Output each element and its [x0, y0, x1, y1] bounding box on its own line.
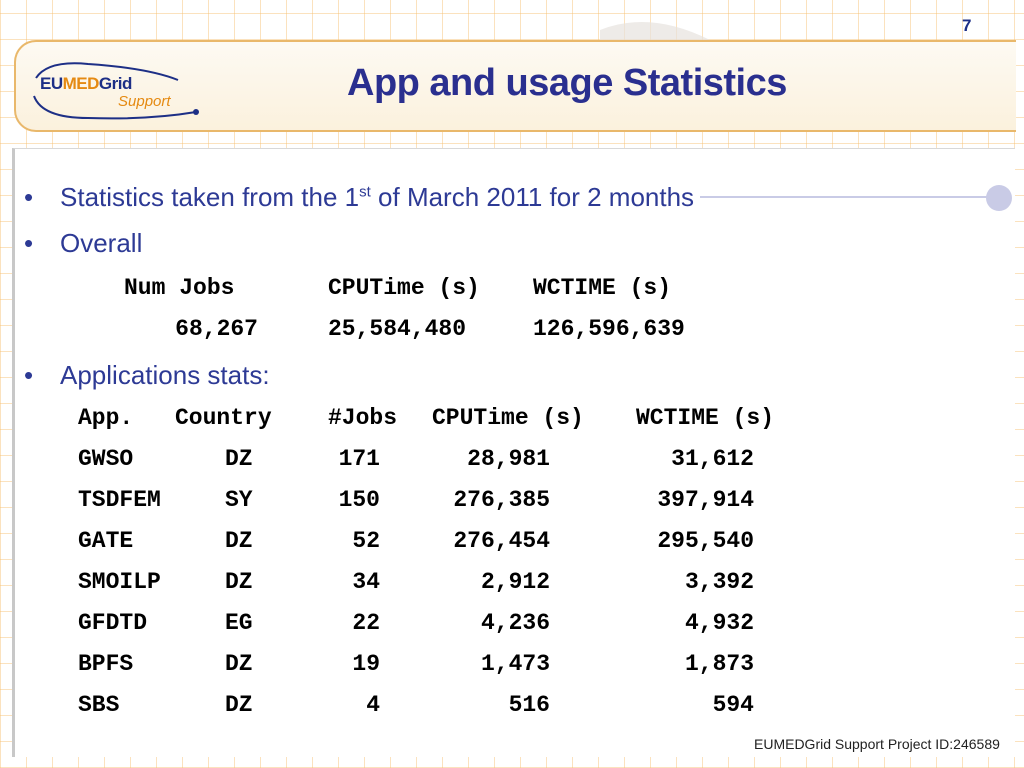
- app-wctime: 295,540: [657, 528, 754, 554]
- app-country: SY: [225, 487, 253, 513]
- app-cputime: 1,473: [480, 651, 550, 677]
- app-cputime: 28,981: [467, 446, 550, 472]
- app-wctime: 3,392: [684, 569, 754, 595]
- app-cputime: 276,454: [453, 528, 550, 554]
- header-band: [14, 40, 1016, 132]
- overall-header-numjobs: Num Jobs: [124, 275, 235, 301]
- apps-header-country: Country: [175, 405, 272, 431]
- app-country: EG: [225, 610, 253, 636]
- logo-support-text: Support: [118, 93, 171, 110]
- app-country: DZ: [225, 528, 253, 554]
- app-cputime: 516: [508, 692, 550, 718]
- app-name: SMOILP: [78, 569, 161, 595]
- decorative-circle: [986, 185, 1012, 211]
- app-cputime: 2,912: [480, 569, 550, 595]
- app-cputime: 276,385: [453, 487, 550, 513]
- overall-header-cputime: CPUTime (s): [328, 275, 480, 301]
- apps-header-jobs: #Jobs: [328, 405, 398, 431]
- app-name: GWSO: [78, 446, 134, 472]
- app-name: BPFS: [78, 651, 134, 677]
- app-jobs: 4: [366, 692, 380, 718]
- app-jobs: 171: [338, 446, 380, 472]
- eumedgrid-logo: EUMEDGrid Support: [28, 58, 208, 128]
- overall-value-cputime: 25,584,480: [328, 316, 467, 342]
- app-jobs: 34: [352, 569, 380, 595]
- decorative-line: [700, 196, 990, 198]
- app-jobs: 150: [338, 487, 380, 513]
- app-jobs: 19: [352, 651, 380, 677]
- app-country: DZ: [225, 692, 253, 718]
- bullet-dot-icon: •: [24, 182, 34, 212]
- bullet-overall: • Overall: [24, 228, 143, 258]
- app-name: GATE: [78, 528, 134, 554]
- overall-header-wctime: WCTIME (s): [533, 275, 672, 301]
- logo-swoosh-icon: [33, 62, 199, 120]
- app-wctime: 1,873: [684, 651, 754, 677]
- footer-project-id: EUMEDGrid Support Project ID:246589: [754, 736, 1000, 752]
- app-country: DZ: [225, 651, 253, 677]
- logo-text: EUMEDGrid: [40, 74, 132, 93]
- app-name: TSDFEM: [78, 487, 161, 513]
- app-name: SBS: [78, 692, 120, 718]
- app-name: GFDTD: [78, 610, 148, 636]
- bullet-statistics-period: • Statistics taken from the 1st of March …: [24, 182, 695, 212]
- app-jobs: 22: [352, 610, 380, 636]
- bullet-dot-icon: •: [24, 360, 34, 390]
- app-wctime: 4,932: [684, 610, 754, 636]
- slide-number: 7: [962, 16, 972, 35]
- apps-header-wctime: WCTIME (s): [636, 405, 775, 431]
- slide-title: App and usage Statistics: [347, 62, 787, 104]
- app-wctime: 31,612: [671, 446, 754, 472]
- apps-header-app: App.: [78, 405, 134, 431]
- app-jobs: 52: [352, 528, 380, 554]
- apps-header-cputime: CPUTime (s): [432, 405, 584, 431]
- app-country: DZ: [225, 569, 253, 595]
- bullet-applications-stats: • Applications stats:: [24, 360, 270, 390]
- app-wctime: 594: [712, 692, 754, 718]
- app-cputime: 4,236: [480, 610, 550, 636]
- app-wctime: 397,914: [657, 487, 754, 513]
- content-panel: [12, 148, 1015, 757]
- app-country: DZ: [225, 446, 253, 472]
- bullet-dot-icon: •: [24, 228, 34, 258]
- overall-value-numjobs: 68,267: [175, 316, 258, 342]
- overall-value-wctime: 126,596,639: [533, 316, 685, 342]
